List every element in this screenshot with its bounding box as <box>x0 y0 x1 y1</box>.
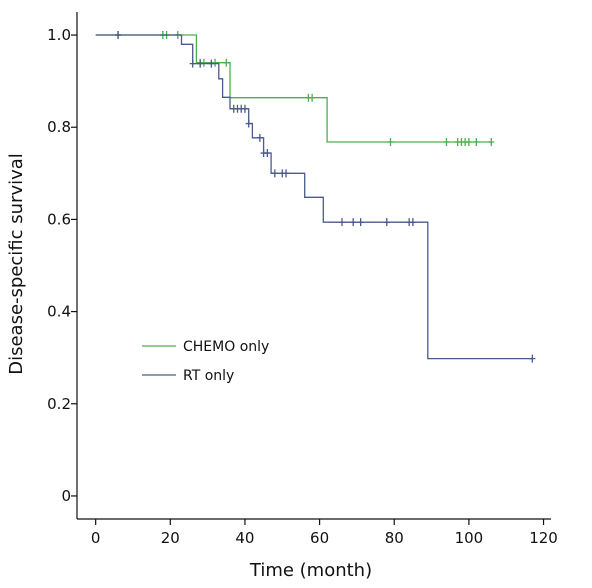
x-axis-title: Time (month) <box>249 560 372 581</box>
y-axis-title: Disease-specific survival <box>6 153 27 375</box>
censor-mark-rt-only <box>256 133 263 142</box>
x-tick-label: 120 <box>529 529 558 547</box>
censor-mark-rt-only <box>357 218 364 227</box>
y-tick-label: 0.6 <box>47 210 71 228</box>
y-tick-label: 0 <box>61 487 71 505</box>
x-tick-label: 20 <box>161 529 180 547</box>
censor-mark-rt-only <box>409 218 416 227</box>
censor-mark-rt-only <box>350 218 357 227</box>
censor-mark-rt-only <box>264 149 271 158</box>
censor-mark-chemo-only <box>212 58 219 67</box>
censor-mark-rt-only <box>338 218 345 227</box>
y-tick-label: 0.4 <box>47 303 71 321</box>
x-tick-label: 80 <box>385 529 404 547</box>
x-tick-label: 100 <box>455 529 484 547</box>
y-tick-label: 0.2 <box>47 395 71 413</box>
y-tick-label: 0.8 <box>47 118 71 136</box>
series-rt-only <box>95 31 536 363</box>
censor-mark-rt-only <box>241 104 248 113</box>
y-tick-label: 1.0 <box>47 26 71 44</box>
censor-mark-rt-only <box>529 354 536 363</box>
x-ticks: 0 20 40 60 80 100 120 <box>91 519 558 547</box>
censor-mark-rt-only <box>271 169 278 178</box>
censor-mark-chemo-only <box>443 137 450 146</box>
censor-mark-rt-only <box>283 169 290 178</box>
censor-mark-chemo-only <box>387 137 394 146</box>
censor-mark-rt-only <box>189 59 196 68</box>
y-ticks: 0 0.2 0.4 0.6 0.8 1.0 <box>47 26 77 505</box>
axes <box>76 12 551 520</box>
x-tick-label: 0 <box>91 529 101 547</box>
series-layer <box>95 31 536 363</box>
legend-label-rt-only: RT only <box>183 368 234 384</box>
censor-mark-rt-only <box>383 218 390 227</box>
censor-mark-rt-only <box>115 31 122 40</box>
censor-mark-rt-only <box>245 119 252 128</box>
legend-label-chemo-only: CHEMO only <box>183 339 269 355</box>
censor-mark-chemo-only <box>488 137 495 146</box>
x-tick-label: 60 <box>310 529 329 547</box>
x-tick-label: 40 <box>235 529 254 547</box>
survival-curve-rt-only <box>95 34 533 360</box>
legend: CHEMO only RT only <box>142 339 269 384</box>
censor-mark-rt-only <box>197 59 204 68</box>
series-chemo-only <box>95 31 495 146</box>
censor-mark-chemo-only <box>465 137 472 146</box>
censor-mark-chemo-only <box>223 58 230 67</box>
censor-mark-chemo-only <box>200 58 207 67</box>
censor-mark-chemo-only <box>473 137 480 146</box>
survival-curve-chemo-only <box>95 34 492 143</box>
censor-mark-rt-only <box>208 59 215 68</box>
censor-mark-chemo-only <box>309 93 316 102</box>
